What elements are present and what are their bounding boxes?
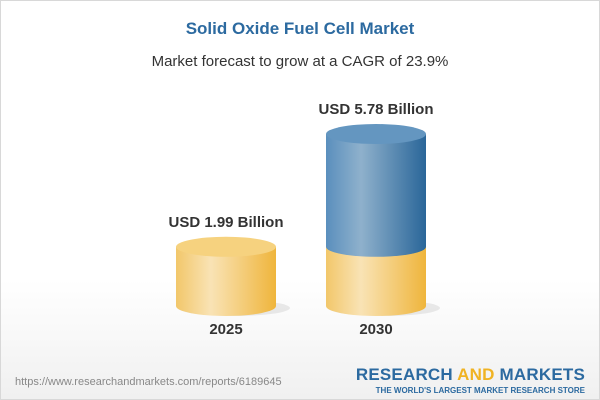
bar-top bbox=[176, 236, 276, 257]
chart-title: Solid Oxide Fuel Cell Market bbox=[185, 19, 415, 38]
chart-area: USD 1.99 Billion 2025 USD 5.78 Billion 2030 bbox=[168, 101, 440, 338]
source-url[interactable]: https://www.researchandmarkets.com/repor… bbox=[15, 376, 282, 388]
bar-2030-growth bbox=[326, 134, 426, 257]
bar-top bbox=[326, 124, 426, 144]
data-label: USD 1.99 Billion bbox=[168, 214, 283, 231]
data-label: USD 5.78 Billion bbox=[318, 101, 433, 118]
chart-subtitle: Market forecast to grow at a CAGR of 23.… bbox=[151, 53, 449, 70]
category-label: 2025 bbox=[209, 321, 242, 338]
category-label: 2030 bbox=[359, 321, 392, 338]
brand-logo: RESEARCH AND MARKETS THE WORLD'S LARGEST… bbox=[355, 365, 585, 395]
bar-2025-base bbox=[176, 246, 276, 316]
bar-2030-base bbox=[326, 246, 426, 316]
